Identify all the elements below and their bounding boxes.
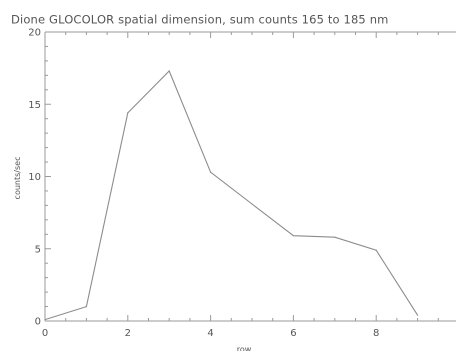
y-axis-title: counts/sec bbox=[13, 157, 22, 200]
data-point bbox=[334, 236, 336, 238]
data-point bbox=[375, 249, 377, 251]
y-tick-label: 20 bbox=[28, 28, 41, 39]
y-tick-label: 5 bbox=[35, 244, 41, 255]
data-point bbox=[417, 314, 419, 316]
data-point bbox=[168, 70, 170, 72]
x-tick-label: 8 bbox=[373, 328, 379, 339]
x-tick-label: 0 bbox=[42, 328, 48, 339]
series-line bbox=[44, 70, 419, 321]
x-tick-label: 2 bbox=[125, 328, 131, 339]
data-point bbox=[127, 112, 129, 114]
data-point bbox=[251, 203, 253, 205]
chart-title: Dione GLOCOLOR spatial dimension, sum co… bbox=[11, 13, 389, 27]
y-tick-label: 0 bbox=[35, 317, 41, 328]
tick-labels: 0 2 4 6 8 0 5 10 15 20 bbox=[28, 28, 379, 340]
data-point bbox=[44, 319, 46, 321]
axes bbox=[44, 31, 456, 322]
tick-marks bbox=[44, 31, 439, 322]
y-tick-label: 15 bbox=[28, 100, 41, 111]
y-tick-label: 10 bbox=[28, 172, 41, 183]
data-point bbox=[85, 306, 87, 308]
data-point bbox=[292, 235, 294, 237]
data-point bbox=[210, 171, 212, 173]
series-lines bbox=[44, 70, 419, 321]
x-tick-label: 6 bbox=[290, 328, 296, 339]
x-axis-title: row bbox=[237, 345, 252, 351]
x-tick-label: 4 bbox=[207, 328, 213, 339]
